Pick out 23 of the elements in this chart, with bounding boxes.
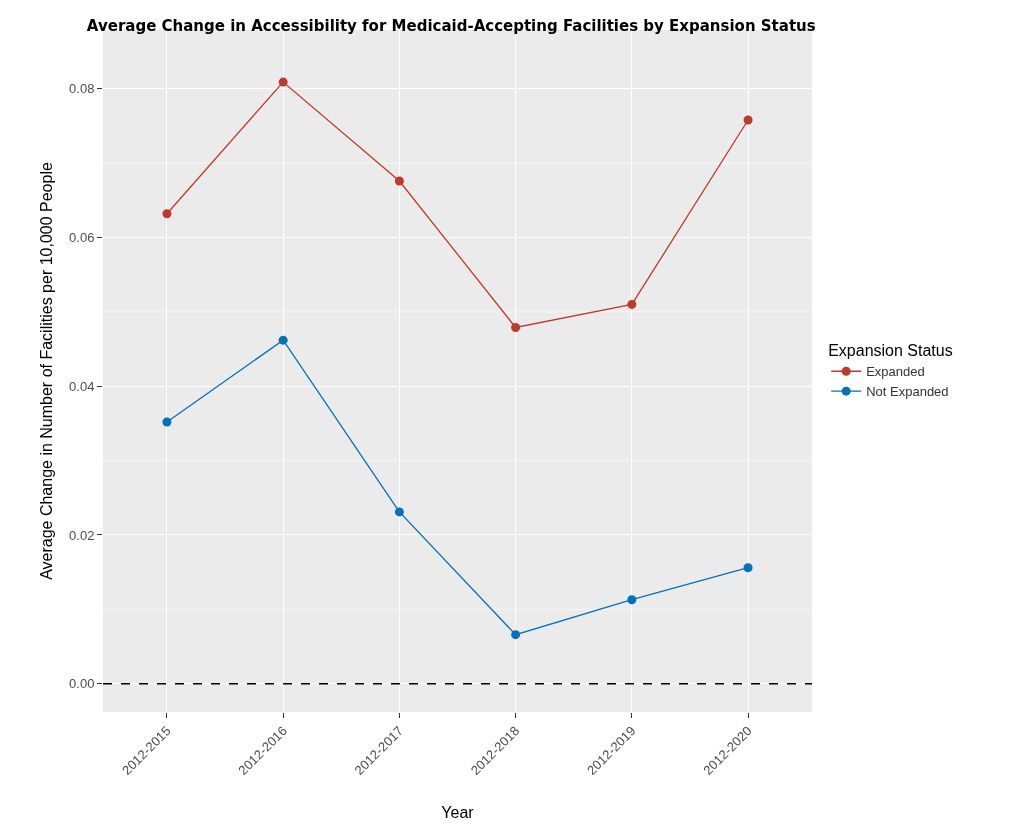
point <box>394 507 404 517</box>
point <box>743 115 753 125</box>
point <box>162 417 172 427</box>
y-tick-label: 0.04 <box>69 378 95 394</box>
y-tick-label: 0.02 <box>69 527 95 543</box>
y-tick-label: 0.08 <box>69 81 95 97</box>
point <box>627 595 637 605</box>
y-tick-label: 0.06 <box>69 230 95 246</box>
point <box>278 335 288 345</box>
point <box>162 209 172 219</box>
legend-label: Not Expanded <box>866 384 949 400</box>
legend-label: Expanded <box>866 364 925 380</box>
y-axis-title: Average Change in Number of Facilities per 10,000 People <box>37 162 55 580</box>
y-tick-label: 0.00 <box>69 676 95 692</box>
point <box>627 299 637 309</box>
point <box>511 630 521 640</box>
x-axis-title: Year <box>441 804 475 822</box>
point <box>394 176 404 186</box>
point <box>278 77 288 87</box>
point <box>743 563 753 573</box>
point <box>511 322 521 332</box>
chart-title: Average Change in Accessibility for Medicaid-Accepting Facilities by Expansion Status <box>86 17 816 36</box>
legend-title: Expansion Status <box>828 342 953 360</box>
